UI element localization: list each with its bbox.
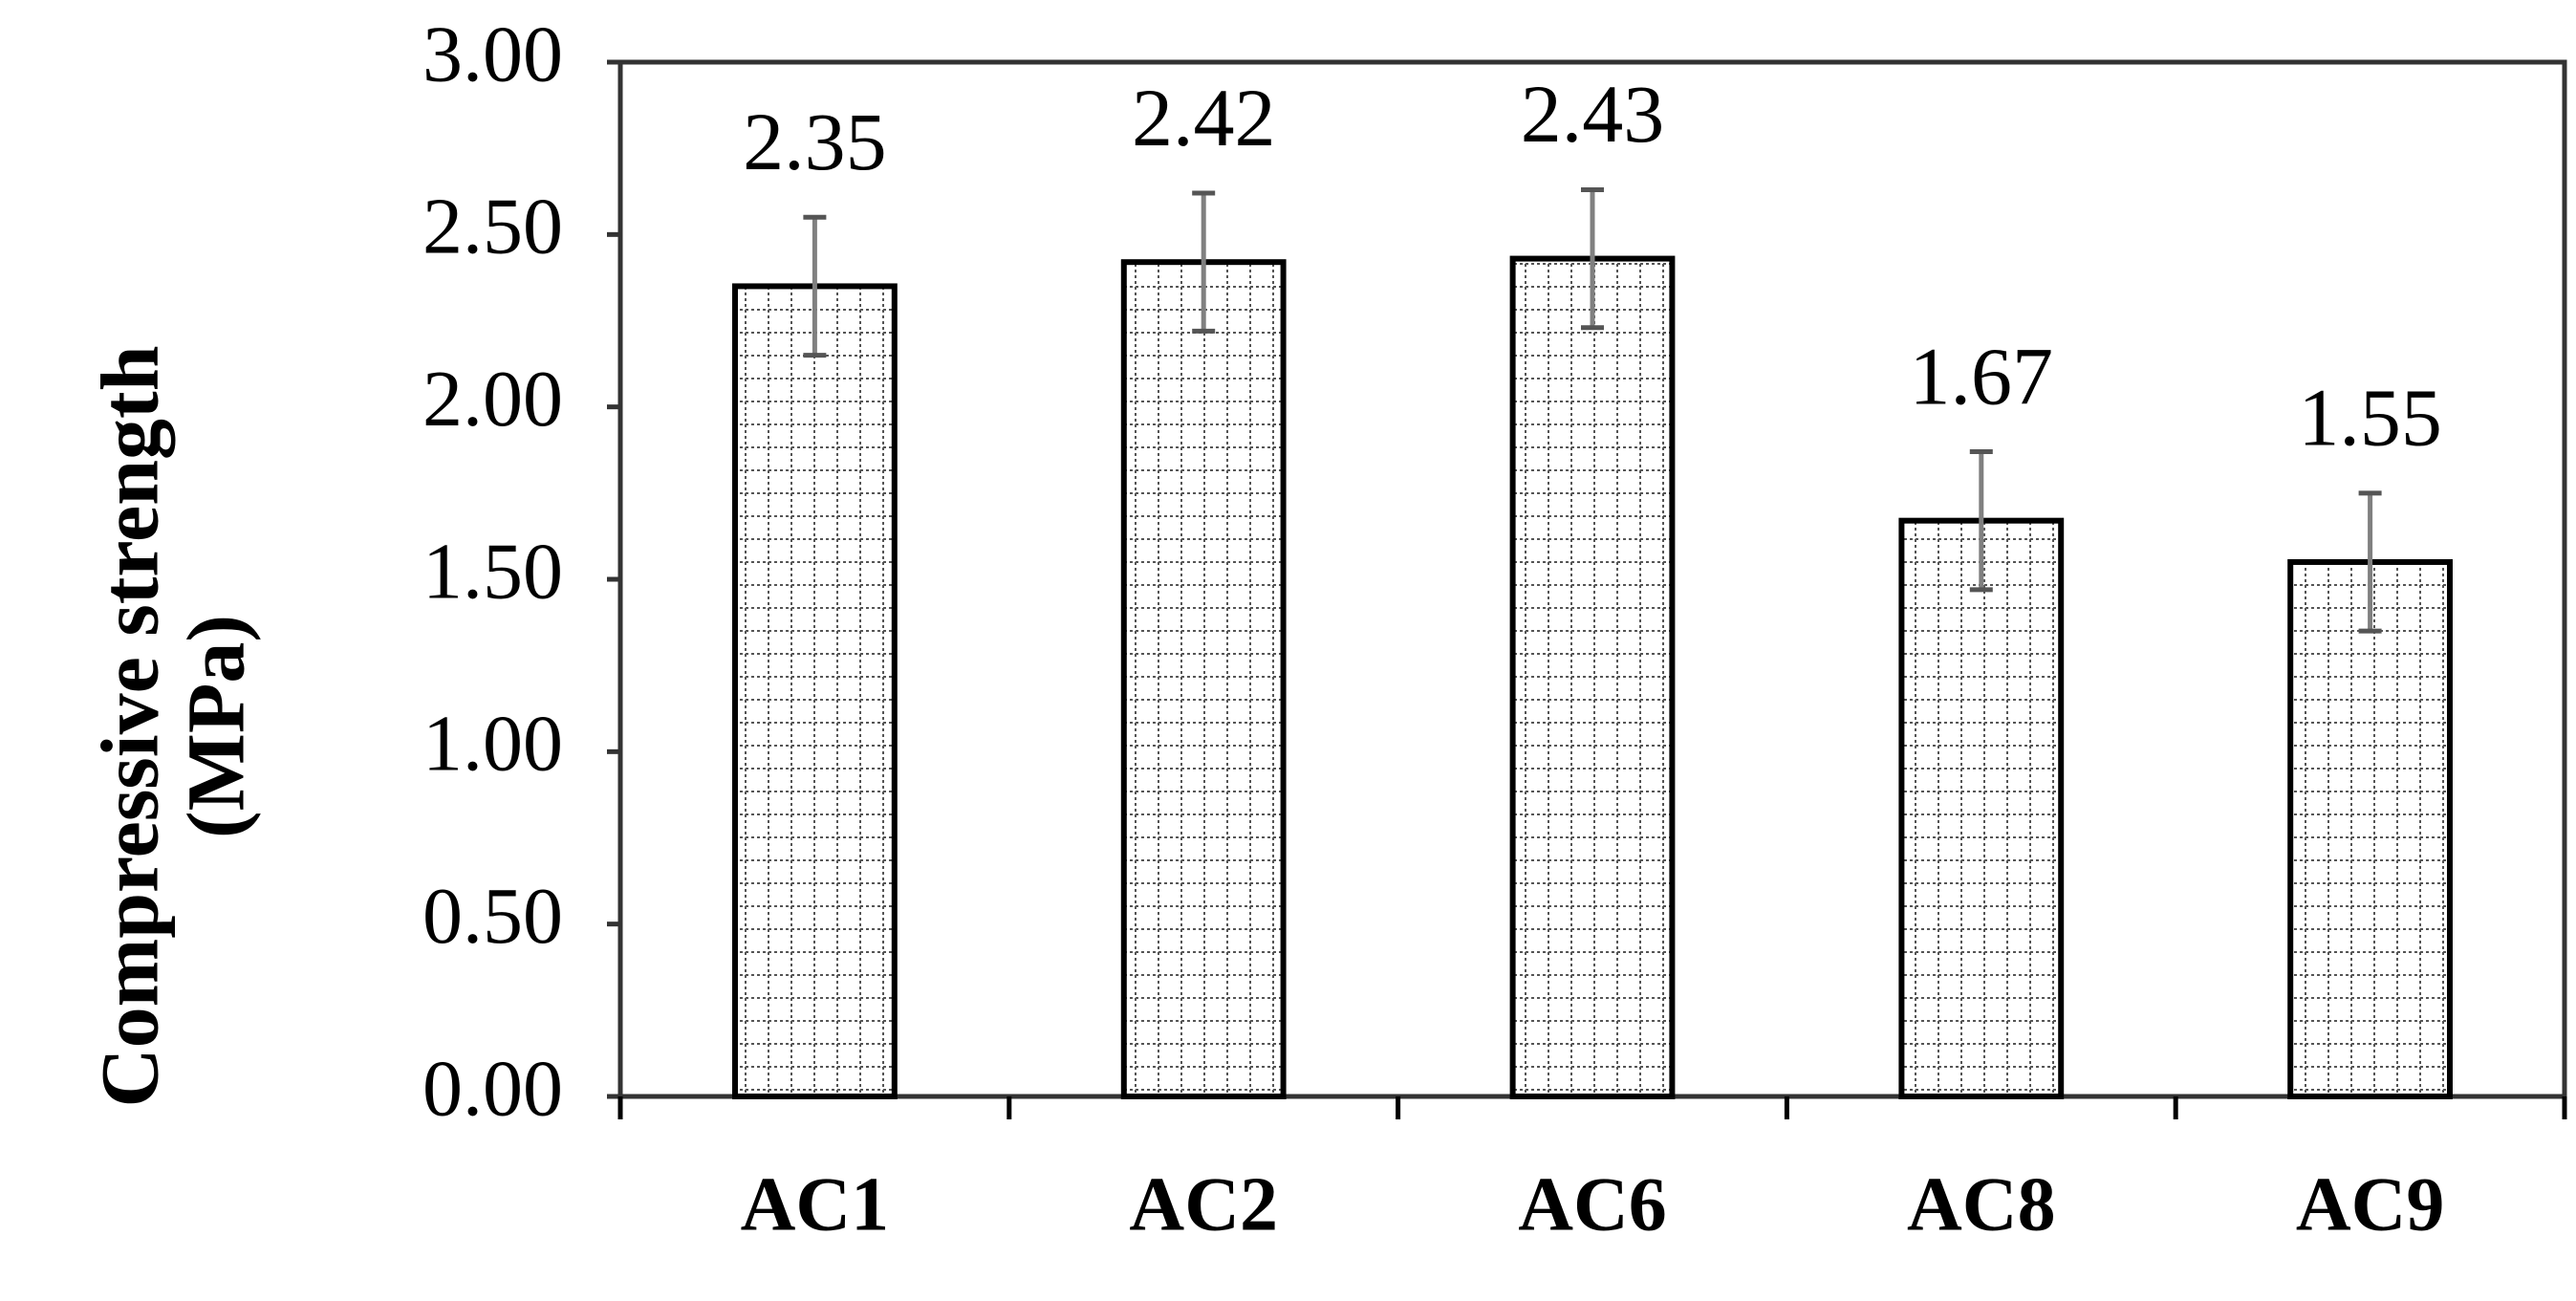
y-tick-label: 1.50 xyxy=(422,527,563,616)
x-tick-label: AC8 xyxy=(1907,1162,2056,1247)
bar xyxy=(1898,517,2065,1099)
value-label: 2.42 xyxy=(1132,72,1276,163)
bar xyxy=(2287,558,2453,1099)
y-tick-label: 1.00 xyxy=(422,700,563,789)
x-tick-label: AC2 xyxy=(1129,1162,1278,1247)
x-tick-label: AC1 xyxy=(741,1162,890,1247)
y-tick-label: 3.00 xyxy=(422,10,563,98)
bar xyxy=(1509,255,1676,1099)
x-tick-label: AC9 xyxy=(2296,1162,2445,1247)
y-axis-title-line: Compressive strength xyxy=(84,345,176,1107)
value-label: 2.43 xyxy=(1521,68,1665,160)
y-tick-label: 0.50 xyxy=(422,872,563,961)
y-axis-title: Compressive strength (MPa) xyxy=(84,345,262,1107)
x-tick-label: AC6 xyxy=(1518,1162,1667,1247)
y-tick-label: 0.00 xyxy=(422,1044,563,1133)
bar xyxy=(732,283,898,1099)
value-label: 1.55 xyxy=(2298,372,2442,464)
value-label: 2.35 xyxy=(743,96,887,187)
y-axis-title-line: (MPa) xyxy=(170,615,262,838)
y-tick-label: 2.50 xyxy=(422,183,563,271)
bar xyxy=(1120,259,1287,1100)
y-tick-label: 2.00 xyxy=(422,355,563,444)
value-label: 1.67 xyxy=(1910,330,2054,422)
